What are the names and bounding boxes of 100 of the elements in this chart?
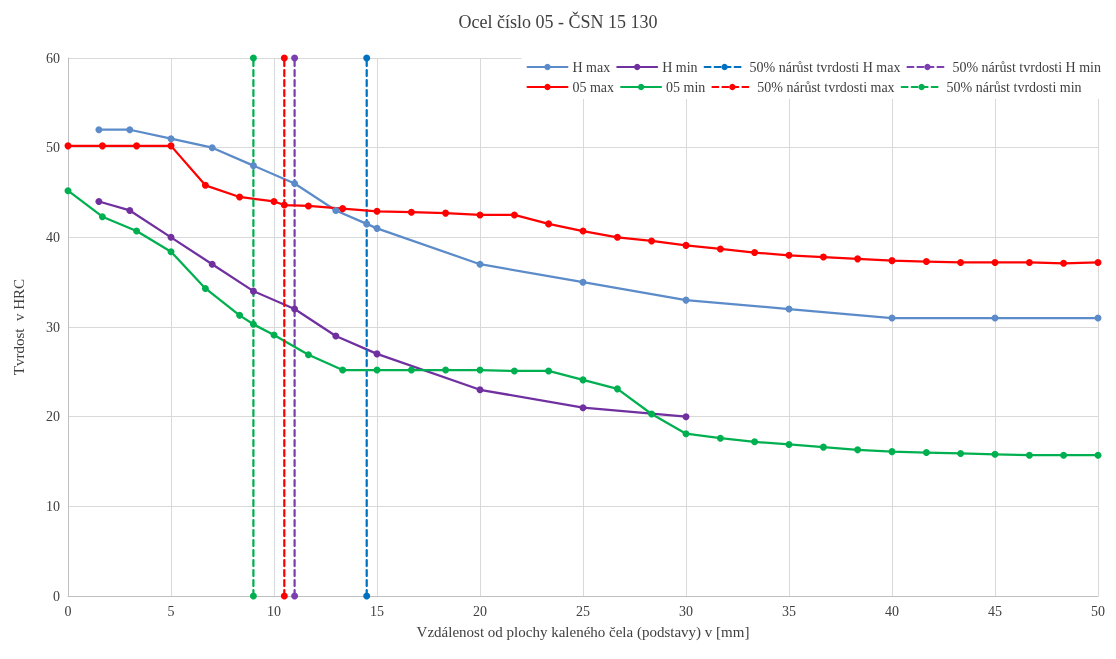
point	[249, 592, 257, 600]
point	[373, 207, 381, 215]
point	[280, 201, 288, 209]
point	[854, 255, 862, 263]
point	[545, 367, 553, 375]
point	[249, 320, 257, 328]
point	[249, 287, 257, 295]
point	[249, 54, 257, 62]
point	[922, 258, 930, 266]
point	[1094, 258, 1102, 266]
point	[991, 450, 999, 458]
point	[819, 443, 827, 451]
point	[291, 592, 299, 600]
point	[854, 446, 862, 454]
point	[888, 448, 896, 456]
y-tick-label: 20	[46, 409, 60, 425]
point	[332, 332, 340, 340]
point	[304, 202, 312, 210]
point	[373, 224, 381, 232]
point	[249, 162, 257, 170]
x-tick-label: 45	[988, 603, 1002, 619]
point	[339, 205, 347, 213]
point	[957, 258, 965, 266]
y-tick-label: 40	[46, 229, 60, 245]
point	[95, 126, 103, 134]
x-tick-label: 50	[1091, 603, 1105, 619]
x-tick-label: 15	[370, 603, 384, 619]
point	[208, 144, 216, 152]
point	[1060, 259, 1068, 267]
point	[126, 126, 134, 134]
legend-label: 50% nárůst tvrdosti H max	[749, 59, 901, 75]
point	[579, 404, 587, 412]
point	[819, 253, 827, 261]
point	[682, 430, 690, 438]
point	[126, 206, 134, 214]
point	[716, 245, 724, 253]
x-tick-label: 0	[64, 603, 72, 619]
point	[613, 233, 621, 241]
point	[1094, 451, 1102, 459]
x-axis-title: Vzdálenost od plochy kaleného čela (podstavy) v [mm]	[416, 623, 750, 641]
point	[1025, 451, 1033, 459]
legend-label: H max	[572, 59, 611, 75]
point	[363, 54, 371, 62]
y-axis-title: Tvrdost v HRC	[10, 278, 27, 376]
point	[95, 197, 103, 205]
x-tick-label: 35	[782, 603, 796, 619]
legend-label: 50% nárůst tvrdosti H min	[952, 59, 1101, 75]
point	[648, 237, 656, 245]
point	[280, 54, 288, 62]
point	[291, 305, 299, 313]
point	[1025, 258, 1033, 266]
y-tick-label: 50	[46, 140, 60, 156]
x-tick-label: 20	[473, 603, 487, 619]
point	[133, 227, 141, 235]
point	[751, 438, 759, 446]
legend-label: 05 max	[572, 79, 615, 95]
point	[280, 592, 288, 600]
point	[991, 258, 999, 266]
point	[201, 284, 209, 292]
point	[98, 213, 106, 221]
legend-label: 50% nárůst tvrdosti min	[946, 79, 1082, 95]
point	[304, 351, 312, 359]
y-tick-label: 30	[46, 319, 60, 335]
chart-title: Ocel číslo 05 - ČSN 15 130	[458, 11, 658, 32]
point	[785, 251, 793, 259]
point	[442, 209, 450, 217]
point	[510, 367, 518, 375]
point	[957, 449, 965, 457]
point	[407, 366, 415, 374]
point	[682, 241, 690, 249]
legend-label: 05 min	[666, 79, 706, 95]
point	[648, 410, 656, 418]
point	[716, 434, 724, 442]
y-tick-label: 10	[46, 498, 60, 514]
point	[167, 248, 175, 256]
point	[363, 592, 371, 600]
point	[682, 413, 690, 421]
x-tick-label: 5	[167, 603, 175, 619]
point	[442, 366, 450, 374]
legend-label: 50% nárůst tvrdosti max	[757, 79, 895, 95]
point	[785, 440, 793, 448]
point	[167, 233, 175, 241]
point	[133, 142, 141, 150]
point	[888, 257, 896, 265]
point	[476, 386, 484, 394]
x-tick-label: 40	[885, 603, 899, 619]
point	[270, 197, 278, 205]
point	[545, 220, 553, 228]
point	[208, 260, 216, 268]
point	[291, 180, 299, 188]
legend-label: H min	[662, 59, 698, 75]
point	[332, 206, 340, 214]
x-tick-label: 30	[679, 603, 693, 619]
x-tick-label: 25	[576, 603, 590, 619]
point	[167, 135, 175, 143]
y-tick-label: 60	[46, 50, 60, 66]
x-tick-label: 10	[267, 603, 281, 619]
point	[98, 142, 106, 150]
point	[64, 187, 72, 195]
point	[236, 311, 244, 319]
